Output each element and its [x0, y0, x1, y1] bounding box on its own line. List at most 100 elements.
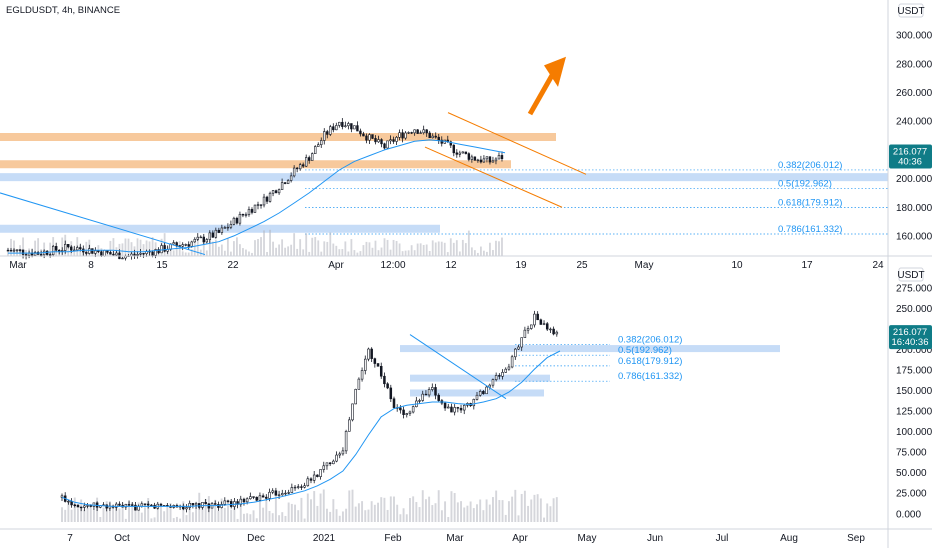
candle-body — [431, 387, 434, 390]
volume-bar — [99, 516, 102, 522]
volume-bar — [300, 497, 303, 522]
top-time-axis[interactable]: Mar 8 15 22 Apr 12:00 12 19 25 May 10 17 24 — [0, 255, 932, 271]
candle-body — [220, 227, 224, 233]
volume-bar — [275, 247, 277, 256]
candle-body — [89, 505, 92, 507]
volume-bar — [61, 507, 63, 522]
volume-bar — [415, 502, 418, 522]
candle-body — [376, 363, 380, 367]
volume-bar — [64, 509, 67, 522]
volume-bar — [278, 515, 281, 522]
volume-bar — [310, 499, 312, 522]
volume-bar — [254, 240, 256, 256]
volume-bar — [344, 241, 347, 256]
volume-bar — [449, 238, 452, 256]
volume-bar — [424, 499, 427, 522]
candle-body — [312, 474, 316, 481]
bottom-chart-panel[interactable]: 0.382(206.012)0.5(192.962)0.618(179.912)… — [0, 264, 932, 548]
volume-bar — [308, 251, 311, 256]
demand-zone — [0, 224, 440, 233]
volume-bar — [245, 249, 247, 256]
volume-bar — [284, 515, 287, 522]
volume-bar — [383, 238, 386, 256]
volume-bar — [290, 503, 293, 522]
candle-body — [253, 204, 257, 213]
volume-bar — [112, 238, 115, 256]
volume-bar — [410, 245, 413, 256]
volume-bar — [43, 242, 46, 256]
support-zone — [0, 160, 511, 169]
candle-body — [303, 485, 306, 488]
candle-body — [136, 253, 139, 256]
candle-body — [133, 253, 136, 256]
volume-bar — [130, 242, 133, 256]
candle-body — [367, 348, 370, 360]
candle-body — [85, 251, 88, 254]
x-tick-label: 17 — [801, 260, 813, 271]
candle-body — [217, 229, 221, 233]
fib-zone — [0, 173, 888, 182]
candle-body — [140, 503, 144, 507]
candle-body — [64, 243, 67, 251]
top-price-axis[interactable]: USDT300.000280.000260.000240.000220.0002… — [887, 0, 932, 275]
volume-bar — [555, 497, 558, 522]
candle-body — [202, 236, 205, 243]
volume-bar — [137, 502, 140, 522]
candle-body — [476, 159, 480, 162]
volume-bar — [373, 504, 376, 522]
candle-body — [308, 157, 311, 161]
candle-body — [283, 182, 287, 184]
candle-body — [258, 495, 262, 501]
volume-bar — [418, 507, 421, 522]
candle-body — [115, 252, 118, 256]
bottom-drawings — [409, 334, 507, 400]
candle-body — [494, 375, 498, 380]
candle-body — [100, 251, 103, 257]
volume-bar — [357, 503, 360, 522]
candle-body — [405, 413, 409, 415]
volume-bar — [179, 518, 182, 522]
volume-bar — [428, 251, 431, 256]
volume-bar — [351, 489, 354, 522]
volume-bar — [527, 505, 530, 522]
bottom-price-axis[interactable]: USDT275.000250.000225.000200.000175.0001… — [887, 264, 932, 548]
volume-bar — [260, 237, 262, 256]
candle-body — [365, 135, 368, 141]
candle-body — [380, 139, 383, 145]
candle-body — [359, 130, 362, 135]
top-fib-levels: 0.382(206.012) 0.5(192.962) 0.618(179.912)… — [305, 160, 888, 235]
candle-body — [97, 250, 100, 253]
fib-zone — [400, 345, 780, 353]
candle-body — [373, 358, 377, 364]
volume-bar — [483, 250, 485, 256]
candle-body — [425, 129, 428, 134]
candle-body — [500, 155, 504, 160]
volume-bar — [202, 237, 205, 256]
candle-body — [54, 246, 58, 251]
volume-bar — [405, 514, 408, 522]
candle-body — [475, 394, 479, 400]
volume-bar — [201, 506, 204, 522]
candle-body — [271, 190, 275, 194]
downtrend-line — [409, 334, 507, 400]
candle-body — [542, 323, 546, 325]
candle-body — [146, 503, 150, 506]
volume-bar — [348, 490, 351, 522]
candle-body — [536, 313, 539, 321]
volume-bar — [368, 242, 371, 256]
x-tick-label: Feb — [384, 533, 402, 544]
candle-body — [479, 159, 483, 163]
candle-body — [255, 496, 258, 501]
y-tick-label: 200.000 — [896, 345, 932, 356]
volume-bar — [389, 496, 392, 522]
top-chart-panel[interactable]: EGLDUSDT, 4h, BINANCE 0.382(206.012) 0.5(… — [0, 0, 932, 275]
candle-body — [329, 126, 332, 135]
bottom-time-axis[interactable]: 7 Oct Nov Dec 2021 Feb Mar Apr May Jun Jul Aug Sep — [0, 528, 932, 544]
y-tick-label: 50.000 — [896, 468, 927, 479]
candle-body — [462, 405, 466, 411]
volume-bar — [396, 504, 399, 522]
volume-bar — [322, 489, 325, 522]
candle-body — [115, 503, 118, 508]
y-tick-label: 275.000 — [896, 283, 932, 294]
